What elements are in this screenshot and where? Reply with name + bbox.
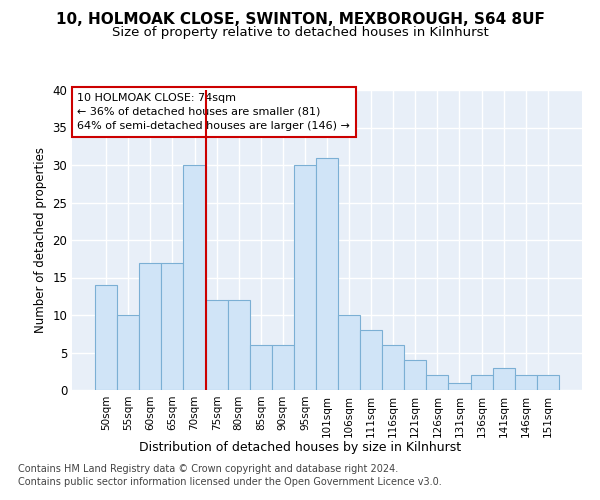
Bar [250,345,272,390]
Bar [338,315,360,390]
Bar [427,375,448,390]
Bar [117,315,139,390]
Bar [294,165,316,390]
Text: 10 HOLMOAK CLOSE: 74sqm
← 36% of detached houses are smaller (81)
64% of semi-de: 10 HOLMOAK CLOSE: 74sqm ← 36% of detache… [77,93,350,131]
Bar [227,300,250,390]
Y-axis label: Number of detached properties: Number of detached properties [34,147,47,333]
Bar [470,375,493,390]
Bar [448,382,470,390]
Bar [360,330,382,390]
Text: Contains HM Land Registry data © Crown copyright and database right 2024.: Contains HM Land Registry data © Crown c… [18,464,398,474]
Bar [184,165,206,390]
Bar [272,345,294,390]
Text: 10, HOLMOAK CLOSE, SWINTON, MEXBOROUGH, S64 8UF: 10, HOLMOAK CLOSE, SWINTON, MEXBOROUGH, … [56,12,544,28]
Text: Distribution of detached houses by size in Kilnhurst: Distribution of detached houses by size … [139,441,461,454]
Bar [537,375,559,390]
Text: Contains public sector information licensed under the Open Government Licence v3: Contains public sector information licen… [18,477,442,487]
Text: Size of property relative to detached houses in Kilnhurst: Size of property relative to detached ho… [112,26,488,39]
Bar [95,285,117,390]
Bar [493,368,515,390]
Bar [161,262,184,390]
Bar [139,262,161,390]
Bar [382,345,404,390]
Bar [206,300,227,390]
Bar [316,158,338,390]
Bar [404,360,427,390]
Bar [515,375,537,390]
